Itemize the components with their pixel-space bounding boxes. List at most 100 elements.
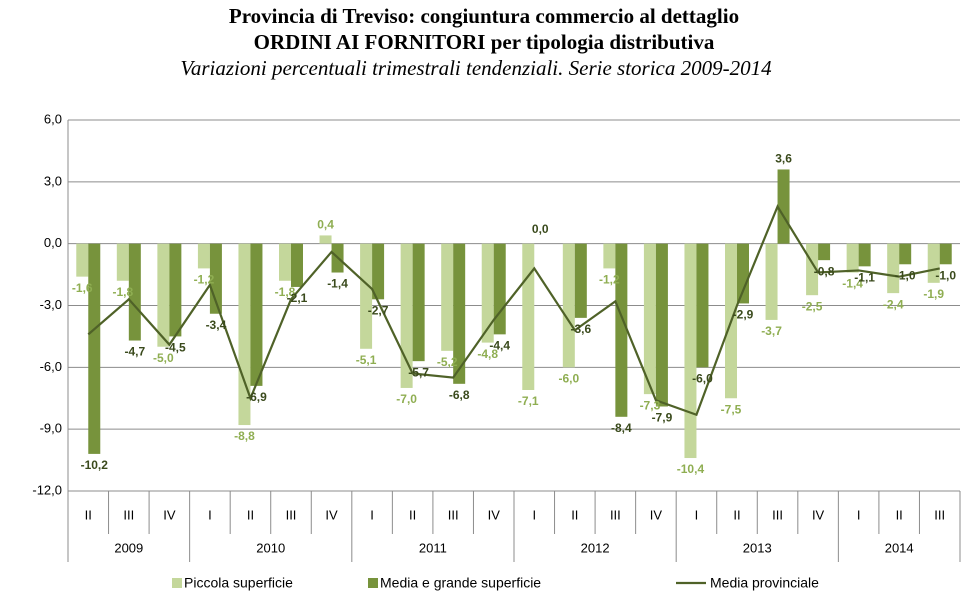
data-label: -5,2 — [437, 355, 458, 369]
bar — [493, 243, 506, 335]
bar — [400, 243, 413, 388]
bar — [360, 243, 373, 349]
legend-label: Media provinciale — [710, 575, 819, 591]
bar — [562, 243, 575, 368]
data-label: -5,1 — [356, 353, 377, 367]
bar — [846, 243, 859, 273]
data-label: -3,4 — [206, 318, 227, 332]
year-label: 2014 — [885, 540, 914, 555]
x-tick-label: II — [733, 507, 740, 522]
bar — [250, 243, 263, 386]
year-label: 2013 — [743, 540, 772, 555]
data-label: 0,4 — [317, 218, 334, 232]
x-tick-label: I — [208, 507, 212, 522]
bar — [76, 243, 89, 277]
x-tick-label: IV — [488, 507, 501, 522]
bar — [818, 243, 831, 261]
legend-label: Media e grande superficie — [380, 575, 541, 591]
bar — [696, 243, 709, 368]
data-label: -6,0 — [558, 372, 579, 386]
x-tick-label: II — [247, 507, 254, 522]
legend-swatch — [368, 578, 378, 588]
data-label: -5,0 — [153, 351, 174, 365]
y-tick-label: 3,0 — [44, 173, 62, 188]
x-tick-label: III — [123, 507, 134, 522]
x-tick-label: I — [532, 507, 536, 522]
x-tick-label: I — [857, 507, 861, 522]
x-tick-label: III — [286, 507, 297, 522]
data-label: -8,8 — [234, 429, 255, 443]
year-label: 2012 — [581, 540, 610, 555]
data-label: -1,9 — [923, 287, 944, 301]
x-tick-label: III — [448, 507, 459, 522]
data-label: -6,9 — [246, 390, 267, 404]
x-tick-label: I — [370, 507, 374, 522]
data-label: -3,6 — [570, 322, 591, 336]
x-tick-label: II — [85, 507, 92, 522]
data-label: -8,4 — [611, 421, 632, 435]
data-label: -5,7 — [408, 365, 429, 379]
data-label: -4,8 — [477, 347, 498, 361]
x-tick-label: IV — [812, 507, 825, 522]
x-tick-label: II — [409, 507, 416, 522]
y-tick-label: -3,0 — [40, 297, 62, 312]
bar — [858, 243, 871, 267]
data-label: -7,1 — [518, 394, 539, 408]
x-tick-label: I — [695, 507, 699, 522]
data-label: -2,7 — [368, 303, 389, 317]
data-label: -4,7 — [124, 345, 145, 359]
data-label: -2,5 — [802, 299, 823, 313]
year-label: 2009 — [114, 540, 143, 555]
bar — [319, 235, 332, 244]
x-tick-label: II — [896, 507, 903, 522]
bar — [291, 243, 303, 287]
legend-label: Piccola superficie — [184, 575, 293, 591]
line — [87, 204, 940, 417]
bar — [899, 243, 912, 265]
bar — [655, 243, 668, 407]
bar — [453, 243, 466, 384]
bar — [412, 243, 425, 362]
data-label: -1,4 — [327, 277, 348, 291]
bar — [128, 243, 141, 341]
bar — [197, 243, 210, 269]
bar — [372, 243, 385, 300]
chart-subtitle: Variazioni percentuali trimestrali tende… — [180, 56, 772, 80]
bar — [88, 243, 101, 454]
y-tick-label: -6,0 — [40, 359, 62, 374]
bar — [574, 243, 587, 318]
x-tick-label: III — [934, 507, 945, 522]
bar — [777, 169, 790, 244]
bar — [643, 243, 656, 395]
data-label: -4,4 — [489, 339, 510, 353]
data-label: -10,4 — [677, 462, 705, 476]
bar — [927, 243, 940, 283]
x-tick-label: III — [772, 507, 783, 522]
data-label: -7,9 — [652, 411, 673, 425]
legend-swatch — [172, 578, 182, 588]
data-label: -1,2 — [194, 273, 215, 287]
bar — [169, 243, 182, 337]
chart-title: Provincia di Treviso: congiuntura commer… — [229, 4, 739, 28]
y-tick-label: -9,0 — [40, 421, 62, 436]
data-label: -4,5 — [165, 341, 186, 355]
y-tick-label: 0,0 — [44, 235, 62, 250]
bar — [441, 243, 454, 351]
data-label: -1,4 — [842, 277, 863, 291]
x-tick-label: IV — [163, 507, 176, 522]
data-label: -7,3 — [640, 398, 661, 412]
data-label: -1,8 — [112, 285, 133, 299]
bar — [737, 243, 749, 304]
data-label: 3,6 — [775, 152, 792, 166]
bar — [684, 243, 697, 459]
bar — [157, 243, 170, 347]
data-label: -6,0 — [692, 372, 713, 386]
x-tick-label: III — [610, 507, 621, 522]
data-label: -1,0 — [895, 268, 916, 282]
bar — [279, 243, 291, 281]
bar — [765, 243, 778, 320]
data-label: -1,6 — [72, 281, 93, 295]
bar — [939, 243, 952, 265]
bar — [481, 243, 494, 343]
